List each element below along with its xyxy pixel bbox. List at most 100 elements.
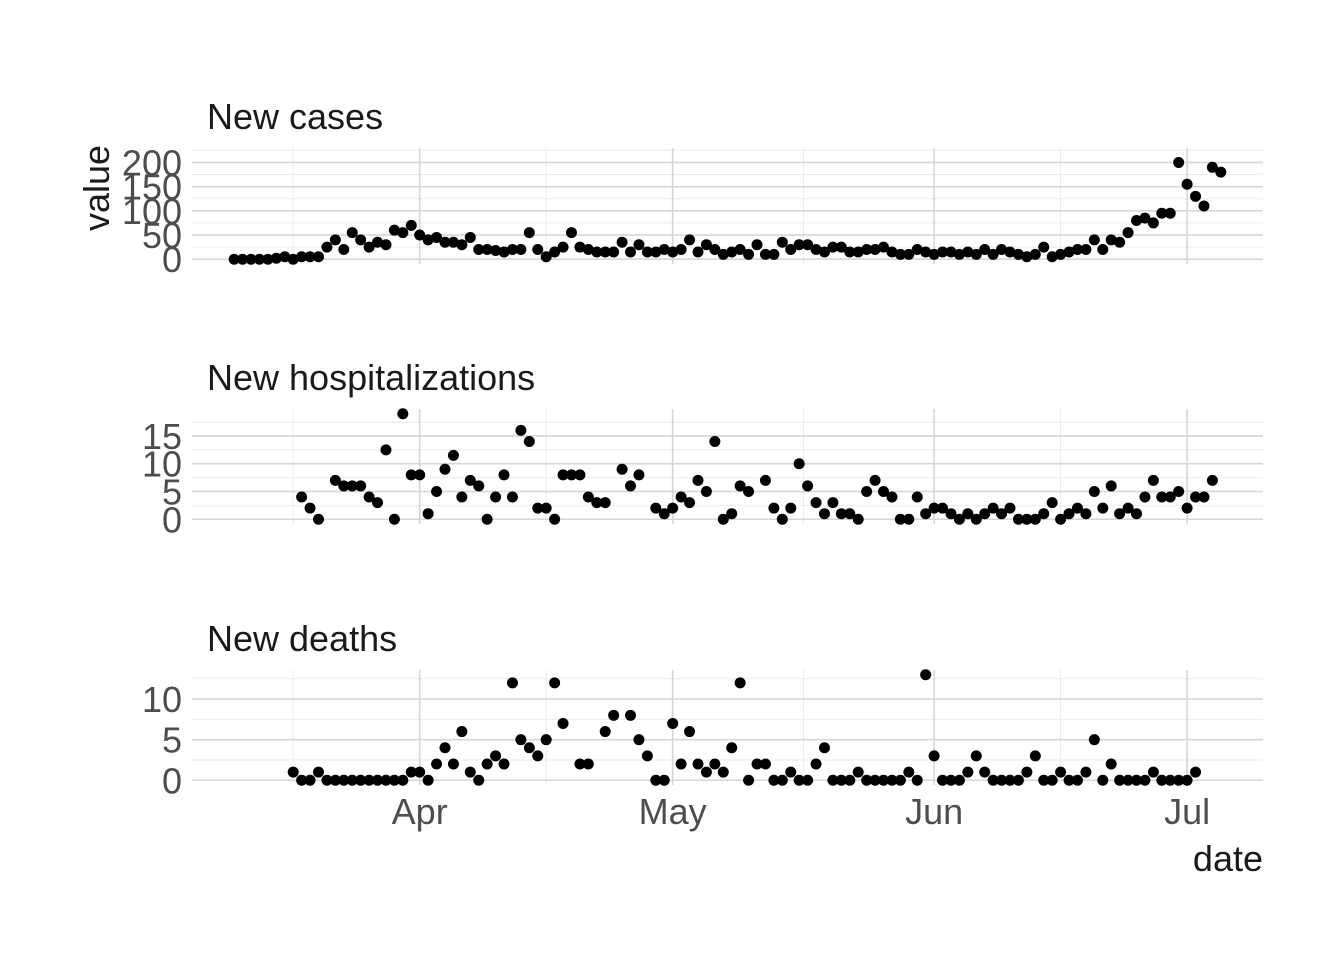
data-point [1055,513,1067,525]
data-point [776,236,788,248]
data-point [776,513,788,525]
data-point [363,774,375,786]
data-point [473,774,485,786]
data-point [894,774,906,786]
y-tick-label: 200 [122,142,182,183]
data-point [1139,212,1151,224]
data-point [253,253,265,265]
data-point [675,491,687,503]
data-point [608,709,620,721]
data-point [658,244,670,256]
data-point [1063,246,1075,258]
x-tick-label: May [639,791,707,832]
data-point [464,766,476,778]
data-point [1190,190,1202,202]
data-point [675,758,687,770]
data-point [549,513,561,525]
data-point [962,766,974,778]
data-point [1131,774,1143,786]
data-point [515,244,527,256]
data-point [540,734,552,746]
data-point [625,709,637,721]
data-point [431,485,443,497]
data-point [1173,774,1185,786]
data-point [388,774,400,786]
data-point [532,502,544,514]
data-point [835,508,847,520]
data-point [431,758,443,770]
data-point [827,497,839,509]
data-point [726,742,738,754]
data-point [1147,474,1159,486]
data-point [1038,241,1050,253]
data-point [431,231,443,243]
data-point [523,436,535,448]
data-point [684,234,696,246]
data-point [818,508,830,520]
data-point [515,734,527,746]
data-point [1055,248,1067,260]
data-point [684,726,696,738]
data-point [582,491,594,503]
data-point [1139,491,1151,503]
data-point [329,774,341,786]
data-point [1198,491,1210,503]
data-point [490,245,502,257]
data-point [802,774,814,786]
data-point [355,480,367,492]
data-point [312,513,324,525]
data-point [1114,508,1126,520]
data-point [768,774,780,786]
data-point [667,502,679,514]
data-point [1055,766,1067,778]
y-tick-label: 0 [162,499,182,540]
data-point [1164,774,1176,786]
data-point [1206,161,1218,173]
data-point [810,244,822,256]
data-point [591,246,603,258]
data-point [970,750,982,762]
data-point [565,227,577,239]
data-point [1071,774,1083,786]
data-point [878,774,890,786]
data-point [422,508,434,520]
data-point [692,246,704,258]
data-point [304,251,316,263]
data-point [1206,474,1218,486]
data-point [1190,491,1202,503]
data-point [928,248,940,260]
data-point [456,239,468,251]
data-point [582,758,594,770]
data-point [650,774,662,786]
data-point [464,474,476,486]
data-point [979,244,991,256]
data-point [869,474,881,486]
data-point [287,766,299,778]
data-point [641,246,653,258]
data-point [759,248,771,260]
data-point [1097,502,1109,514]
data-point [372,236,384,248]
data-point [1029,750,1041,762]
data-point [751,239,763,251]
data-point [886,774,898,786]
data-point [414,229,426,241]
data-point [1012,248,1024,260]
data-point [861,244,873,256]
data-point [439,236,451,248]
data-point [1021,251,1033,263]
data-point [422,774,434,786]
data-point [920,246,932,258]
data-point [717,766,729,778]
data-point [1181,774,1193,786]
data-point [658,508,670,520]
data-point [844,508,856,520]
data-point [827,241,839,253]
data-point [338,480,350,492]
data-point [245,253,257,265]
data-point [1173,485,1185,497]
data-point [549,677,561,689]
data-point [802,480,814,492]
